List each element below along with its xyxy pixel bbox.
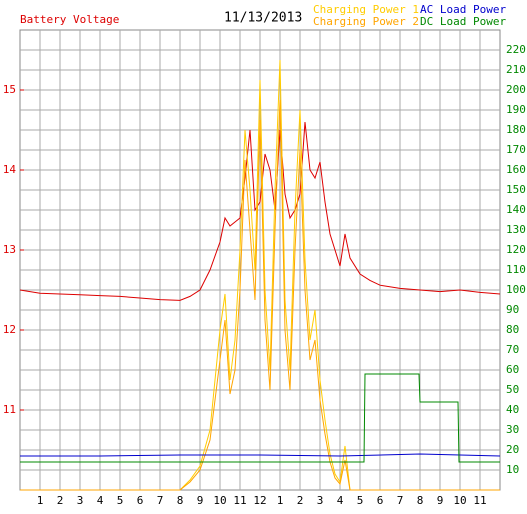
y2-tick-label: 180	[506, 123, 526, 136]
y2-tick-label: 210	[506, 63, 526, 76]
y-tick-label: 13	[3, 243, 16, 256]
x-tick-label: 9	[437, 494, 444, 507]
x-tick-label: 1	[37, 494, 44, 507]
y-tick-label: 14	[3, 163, 17, 176]
series-line	[20, 453, 501, 457]
y2-tick-label: 50	[506, 383, 519, 396]
y2-tick-label: 70	[506, 343, 519, 356]
x-tick-label: 5	[117, 494, 124, 507]
y2-tick-label: 100	[506, 283, 526, 296]
y2-tick-label: 110	[506, 263, 526, 276]
x-tick-label: 10	[213, 494, 226, 507]
series-line	[20, 59, 500, 491]
x-tick-label: 8	[177, 494, 184, 507]
x-tick-label: 9	[197, 494, 204, 507]
x-tick-label: 5	[357, 494, 364, 507]
y2-tick-label: 40	[506, 403, 519, 416]
y2-tick-label: 10	[506, 463, 519, 476]
y2-tick-label: 200	[506, 83, 526, 96]
legend-entry: DC Load Power	[420, 15, 506, 28]
x-tick-label: 4	[97, 494, 104, 507]
y2-tick-label: 20	[506, 443, 519, 456]
x-tick-label: 2	[297, 494, 304, 507]
x-tick-label: 11	[473, 494, 486, 507]
x-tick-label: 12	[253, 494, 266, 507]
series-line	[20, 99, 500, 491]
y2-tick-label: 80	[506, 323, 519, 336]
x-tick-label: 7	[157, 494, 164, 507]
x-tick-label: 6	[137, 494, 144, 507]
legend-entry: Charging Power 2	[313, 15, 419, 28]
x-tick-label: 10	[453, 494, 466, 507]
x-tick-label: 11	[233, 494, 246, 507]
x-tick-label: 3	[77, 494, 84, 507]
y2-tick-label: 60	[506, 363, 519, 376]
y2-tick-label: 120	[506, 243, 526, 256]
chart-title: 11/13/2013	[224, 11, 302, 26]
legend-entry: Battery Voltage	[20, 13, 119, 26]
legend-entry: Charging Power 1	[313, 3, 419, 16]
x-tick-label: 7	[397, 494, 404, 507]
y-tick-label: 11	[3, 403, 16, 416]
y2-tick-label: 220	[506, 43, 526, 56]
y-tick-label: 12	[3, 323, 16, 336]
y-tick-label: 15	[3, 83, 16, 96]
y2-tick-label: 90	[506, 303, 519, 316]
x-tick-label: 1	[277, 494, 284, 507]
y2-tick-label: 30	[506, 423, 519, 436]
y2-tick-label: 190	[506, 103, 526, 116]
y2-tick-label: 140	[506, 203, 526, 216]
series-line	[20, 373, 500, 463]
x-tick-label: 2	[57, 494, 64, 507]
x-tick-label: 6	[377, 494, 384, 507]
y2-tick-label: 150	[506, 183, 526, 196]
y2-tick-label: 160	[506, 163, 526, 176]
y2-tick-label: 130	[506, 223, 526, 236]
legend-entry: AC Load Power	[420, 3, 506, 16]
x-tick-label: 4	[337, 494, 344, 507]
x-tick-label: 8	[417, 494, 424, 507]
x-tick-label: 3	[317, 494, 324, 507]
y2-tick-label: 170	[506, 143, 526, 156]
